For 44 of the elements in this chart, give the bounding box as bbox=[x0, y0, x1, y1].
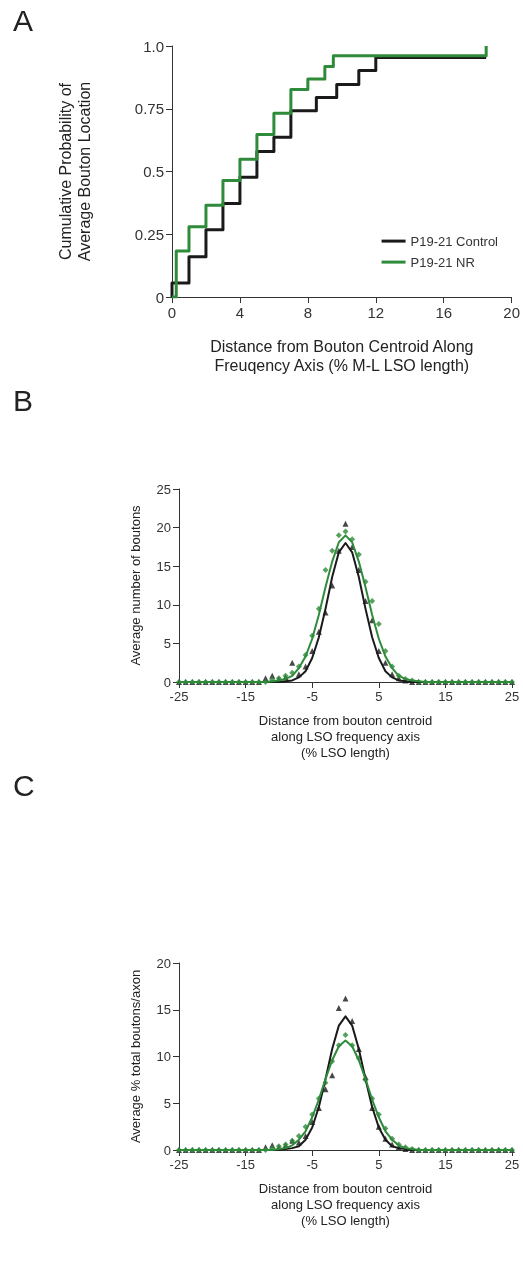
x-tick-label: -5 bbox=[306, 689, 318, 704]
x-tick-label: 15 bbox=[438, 689, 453, 704]
chart-title: B bbox=[13, 383, 34, 417]
x-tick-label: -15 bbox=[236, 1157, 255, 1172]
x-tick-label: 8 bbox=[303, 304, 313, 321]
y-tick-label: 20 bbox=[156, 955, 171, 971]
legend-label: P19-21 Control bbox=[410, 233, 499, 249]
y-axis-title: Average number of boutons bbox=[127, 504, 143, 666]
y-axis-title: Cumulative Probability of Average Bouton Location bbox=[57, 81, 93, 262]
y-tick-label: 25 bbox=[156, 481, 171, 497]
y-tick-label: 0.25 bbox=[134, 225, 164, 243]
x-axis-title: Distance from Bouton Centroid Along Freuqency Axis (% M-L LSO length) bbox=[210, 338, 474, 374]
x-tick-label: 20 bbox=[503, 304, 520, 321]
x-axis-title: Distance from bouton centroid along LSO frequency axis (% LSO length) bbox=[258, 712, 433, 760]
x-axis-title: Distance from bouton centroid along LSO frequency axis (% LSO length) bbox=[258, 1180, 433, 1228]
x-tick-label: -15 bbox=[236, 689, 255, 704]
x-tick-label: 25 bbox=[504, 689, 520, 704]
y-tick-label: 1.0 bbox=[143, 37, 164, 55]
legend-label: P19-21 NR bbox=[410, 254, 475, 270]
y-tick-label: 10 bbox=[156, 1049, 171, 1064]
x-tick-label: 4 bbox=[235, 304, 245, 321]
y-tick-label: 20 bbox=[156, 520, 171, 536]
y-tick-label: 0 bbox=[155, 288, 164, 306]
y-tick-label: 0.5 bbox=[143, 163, 164, 180]
x-tick-label: -5 bbox=[306, 1157, 318, 1172]
y-tick-label: 0.75 bbox=[134, 100, 164, 118]
x-tick-label: 5 bbox=[375, 1157, 383, 1172]
x-tick-label: 25 bbox=[504, 1157, 520, 1172]
y-tick-label: 15 bbox=[156, 558, 171, 574]
x-tick-label: 15 bbox=[438, 1157, 453, 1172]
x-tick-label: 16 bbox=[435, 304, 453, 321]
chart-title: C bbox=[13, 768, 35, 802]
y-tick-label: 10 bbox=[156, 597, 171, 613]
y-tick-label: 5 bbox=[163, 1095, 171, 1111]
y-tick-label: 15 bbox=[156, 1002, 171, 1018]
x-tick-label: 5 bbox=[375, 689, 383, 704]
chart-title: A bbox=[13, 3, 34, 37]
x-tick-label: -25 bbox=[169, 689, 189, 704]
y-axis-title: Average % total boutons/axon bbox=[127, 969, 143, 1144]
y-tick-label: 0 bbox=[163, 1142, 171, 1158]
x-tick-label: -25 bbox=[169, 1157, 189, 1172]
x-tick-label: 12 bbox=[367, 304, 385, 321]
y-tick-label: 0 bbox=[163, 674, 171, 690]
y-tick-label: 5 bbox=[163, 635, 171, 651]
